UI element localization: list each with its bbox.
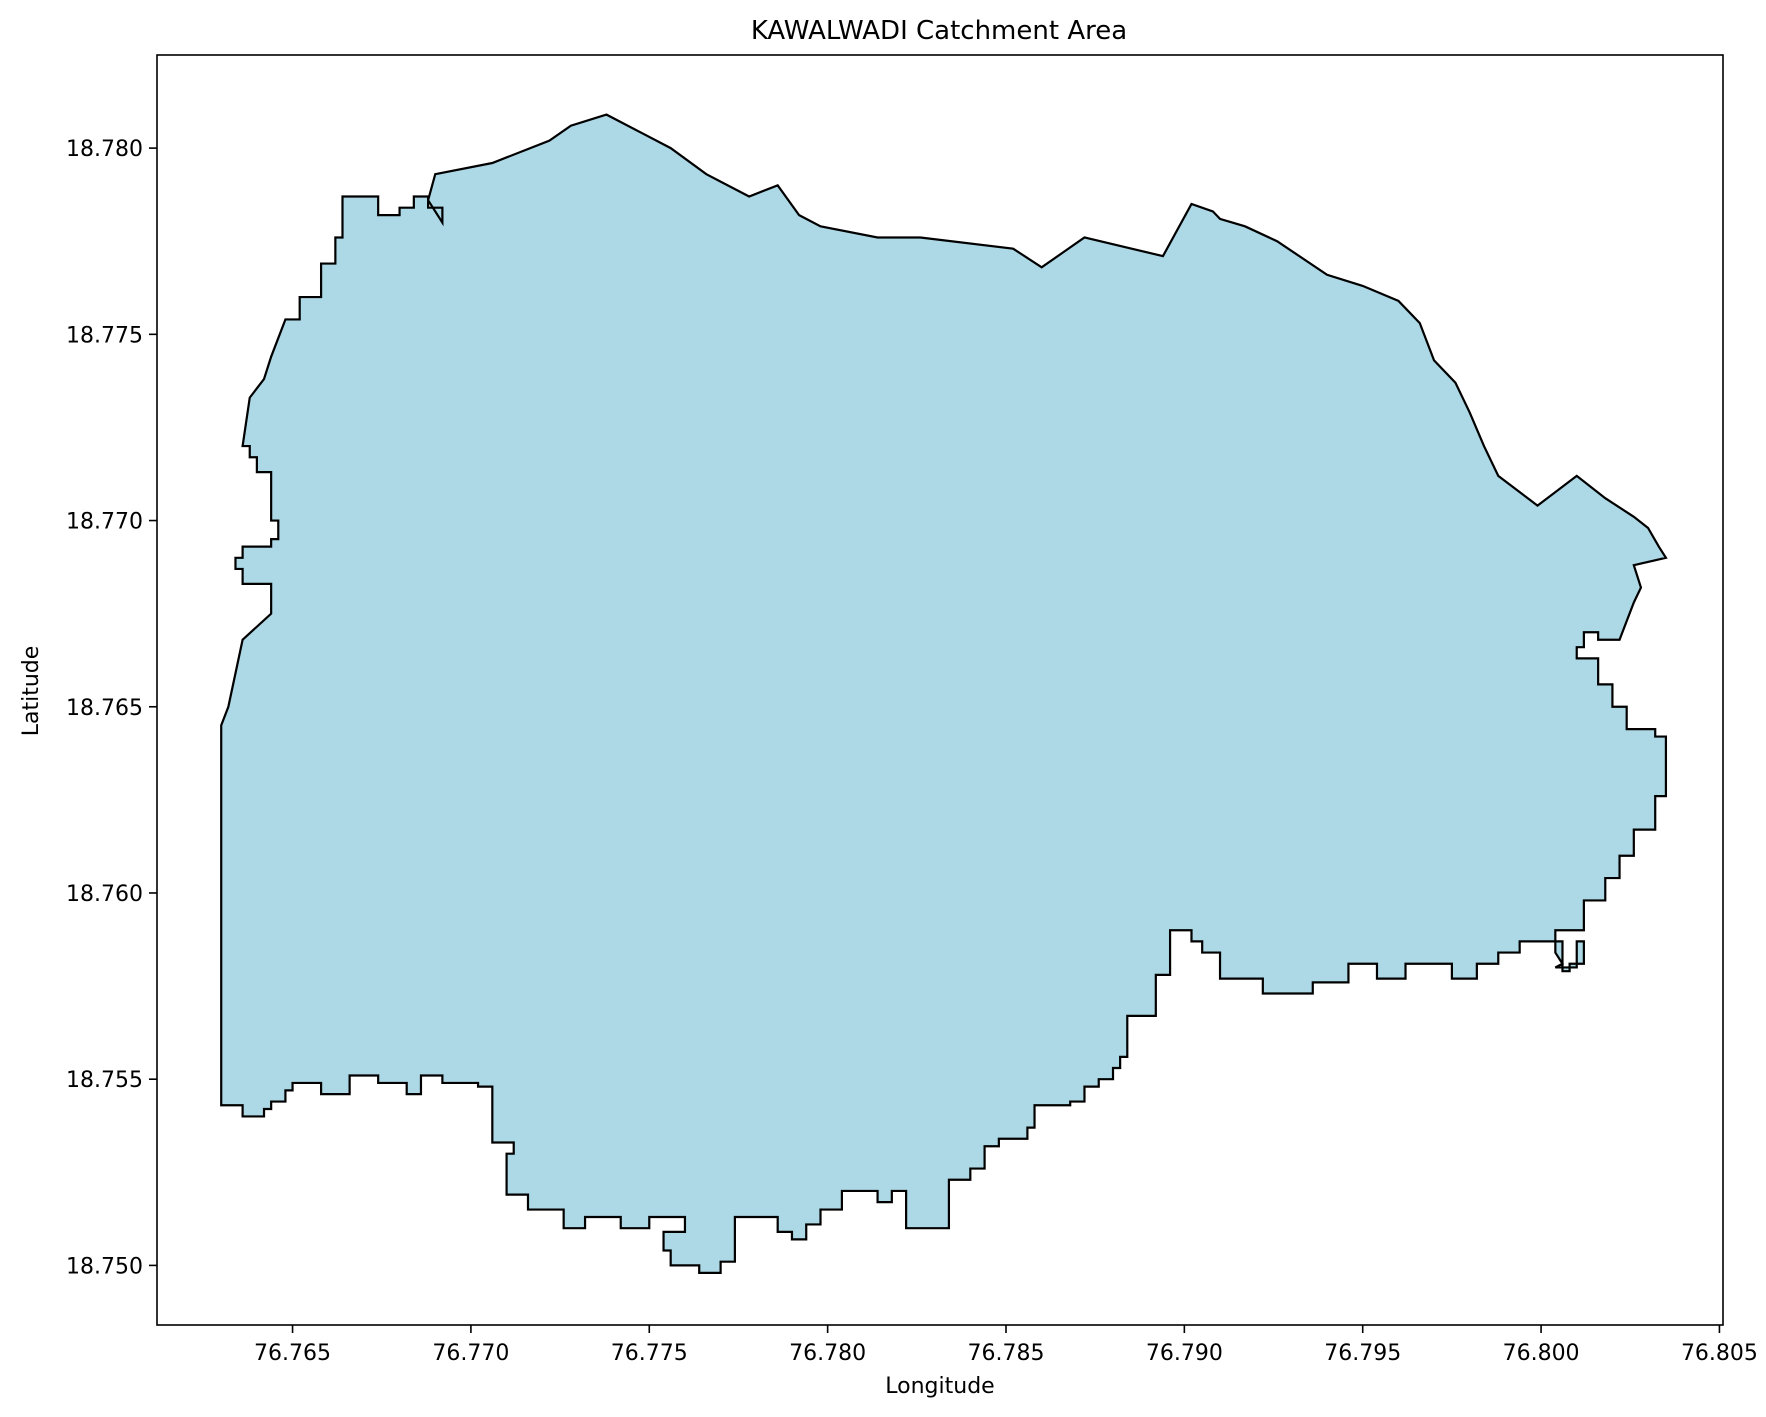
x-tick-label: 76.765	[254, 1341, 331, 1366]
chart-title: KAWALWADI Catchment Area	[751, 16, 1127, 46]
x-axis-ticks: 76.765 76.770 76.775 76.780 76.785 76.790 76.7…	[254, 1325, 1758, 1366]
y-tick-label: 18.775	[66, 323, 143, 348]
y-tick-label: 18.750	[66, 1254, 143, 1279]
catchment-polygon	[220, 113, 1668, 1274]
axes-frame	[156, 54, 1724, 1326]
x-tick-label: 76.800	[1503, 1341, 1580, 1366]
y-axis-ticks: 18.750 18.755 18.760 18.765 18.770 18.775 18.7…	[66, 137, 157, 1279]
x-tick-label: 76.785	[968, 1341, 1045, 1366]
x-tick-label: 76.795	[1324, 1341, 1401, 1366]
y-tick-label: 18.770	[66, 510, 143, 535]
x-tick-label: 76.780	[789, 1341, 866, 1366]
plot-area	[220, 113, 1668, 1274]
y-tick-label: 18.755	[66, 1068, 143, 1093]
x-tick-label: 76.790	[1146, 1341, 1223, 1366]
x-tick-label: 76.770	[432, 1341, 509, 1366]
y-tick-label: 18.760	[66, 882, 143, 907]
x-tick-label: 76.805	[1681, 1341, 1758, 1366]
y-axis-label: Latitude	[19, 646, 44, 737]
x-tick-label: 76.775	[611, 1341, 688, 1366]
x-axis-label: Longitude	[885, 1374, 994, 1399]
y-tick-label: 18.765	[66, 696, 143, 721]
y-tick-label: 18.780	[66, 137, 143, 162]
